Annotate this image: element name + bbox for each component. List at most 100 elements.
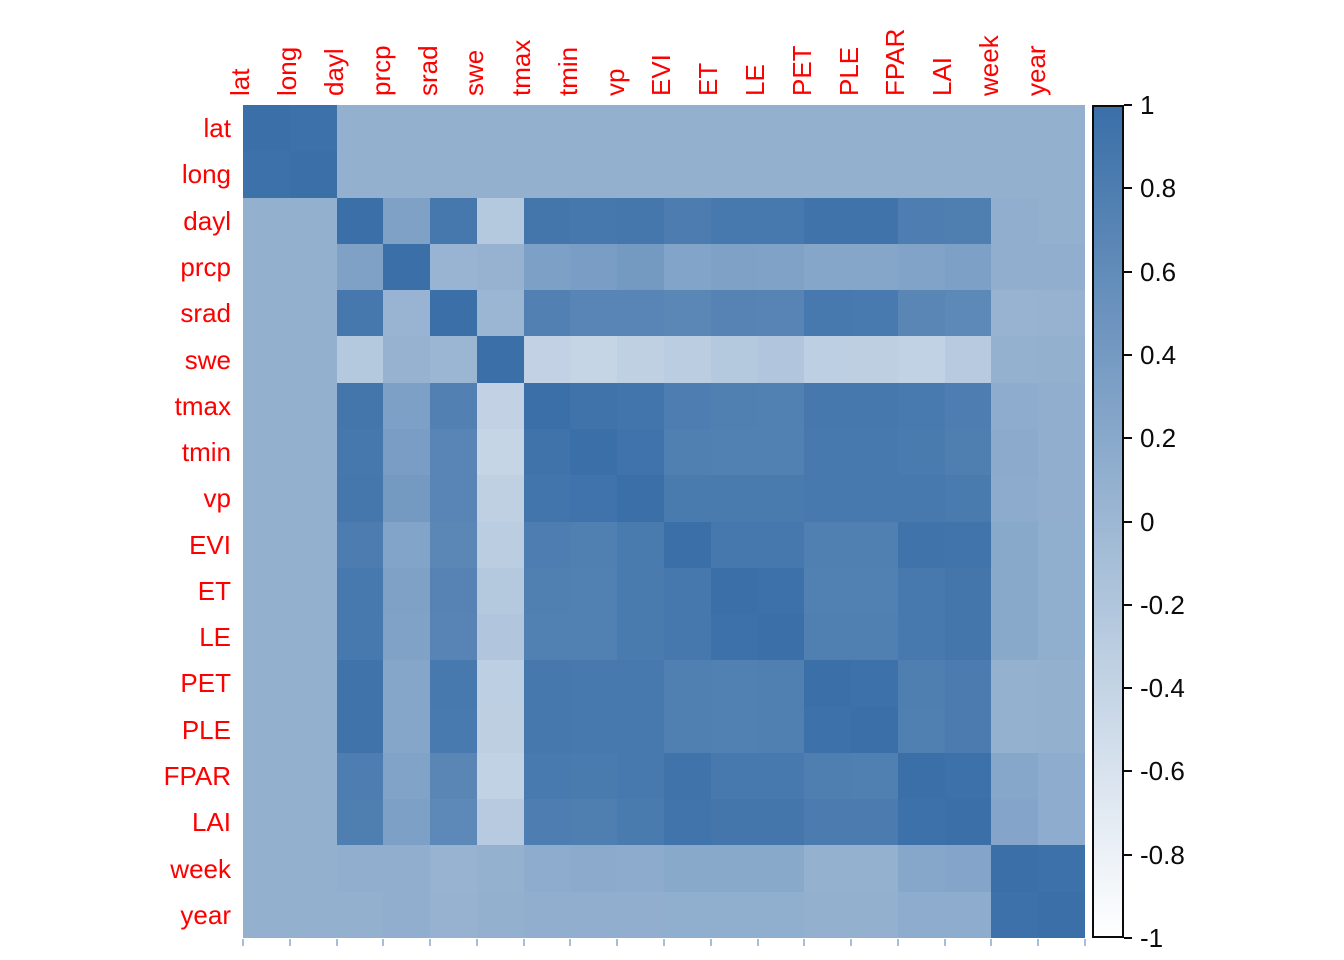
row-label-vp: vp bbox=[203, 483, 231, 514]
heatmap-cell-week-dayl bbox=[336, 845, 384, 892]
heatmap-cell-vp-dayl bbox=[336, 475, 384, 522]
heatmap-cell-LAI-tmin bbox=[570, 799, 618, 846]
heatmap-cell-LE-prcp bbox=[383, 614, 431, 661]
heatmap-cell-srad-FPAR bbox=[897, 290, 945, 337]
heatmap-cell-vp-tmax bbox=[523, 475, 571, 522]
heatmap-cell-prcp-LAI bbox=[944, 243, 992, 291]
heatmap-cell-year-FPAR bbox=[897, 891, 945, 938]
heatmap-cell-lat-PET bbox=[804, 105, 852, 152]
heatmap-cell-swe-LE bbox=[757, 336, 805, 383]
column-label-EVI: EVI bbox=[646, 54, 677, 96]
x-axis-tick bbox=[663, 939, 665, 946]
column-label-lat: lat bbox=[225, 68, 256, 96]
heatmap-cell-swe-long bbox=[289, 336, 337, 383]
heatmap-cell-lat-tmax bbox=[523, 105, 571, 152]
heatmap-cell-PLE-LAI bbox=[944, 706, 992, 753]
x-axis-tick bbox=[943, 939, 946, 946]
column-label-PLE: PLE bbox=[833, 46, 864, 96]
heatmap-cell-vp-ET bbox=[710, 475, 758, 522]
heatmap-cell-tmin-week bbox=[991, 428, 1039, 476]
heatmap-cell-week-LAI bbox=[944, 845, 992, 892]
column-label-ET: ET bbox=[693, 62, 724, 96]
colorbar-tick bbox=[1124, 353, 1132, 356]
column-label-long: long bbox=[272, 46, 303, 96]
heatmap-cell-swe-EVI bbox=[664, 336, 711, 383]
heatmap-cell-dayl-LAI bbox=[944, 197, 992, 244]
heatmap-cell-tmin-FPAR bbox=[897, 428, 945, 476]
heatmap-cell-FPAR-tmax bbox=[523, 752, 571, 800]
heatmap-cell-ET-FPAR bbox=[897, 567, 945, 615]
heatmap-cell-prcp-PET bbox=[804, 243, 852, 291]
x-axis-tick bbox=[896, 939, 899, 946]
colorbar-tick-label-1: 1 bbox=[1140, 90, 1155, 120]
heatmap-cell-FPAR-year bbox=[1038, 752, 1085, 800]
heatmap-cell-PLE-long bbox=[289, 706, 337, 753]
heatmap-cell-dayl-year bbox=[1038, 197, 1085, 244]
heatmap-cell-year-PLE bbox=[851, 891, 898, 938]
heatmap-cell-week-ET bbox=[710, 845, 758, 892]
heatmap-cell-prcp-long bbox=[289, 243, 337, 291]
heatmap-cell-year-lat bbox=[243, 891, 290, 938]
colorbar bbox=[1092, 105, 1124, 938]
heatmap-cell-PET-prcp bbox=[383, 660, 431, 707]
heatmap-cell-long-PLE bbox=[851, 151, 898, 198]
heatmap-cell-week-week bbox=[991, 845, 1039, 892]
heatmap-cell-FPAR-LE bbox=[757, 752, 805, 800]
heatmap-cell-PLE-swe bbox=[476, 706, 524, 753]
heatmap-cell-srad-long bbox=[289, 290, 337, 337]
heatmap-cell-vp-FPAR bbox=[897, 475, 945, 522]
heatmap-cell-ET-dayl bbox=[336, 567, 384, 615]
heatmap-cell-prcp-swe bbox=[476, 243, 524, 291]
heatmap-cell-tmax-long bbox=[289, 382, 337, 429]
heatmap-cell-PET-vp bbox=[617, 660, 664, 707]
heatmap-grid bbox=[243, 105, 1085, 938]
heatmap-cell-year-year bbox=[1038, 891, 1085, 938]
heatmap-cell-prcp-srad bbox=[430, 243, 477, 291]
heatmap-cell-ET-PLE bbox=[851, 567, 898, 615]
heatmap-cell-EVI-long bbox=[289, 521, 337, 568]
heatmap-cell-EVI-prcp bbox=[383, 521, 431, 568]
colorbar-tick bbox=[1124, 520, 1132, 523]
colorbar-tick-label-0.2: 0.2 bbox=[1140, 423, 1177, 454]
heatmap-cell-LAI-srad bbox=[430, 799, 477, 846]
row-label-year: year bbox=[180, 899, 231, 930]
heatmap-cell-FPAR-lat bbox=[243, 752, 290, 800]
row-label-lat: lat bbox=[203, 113, 231, 144]
colorbar-tick-label--0.4: -0.4 bbox=[1140, 673, 1185, 704]
heatmap-cell-LE-FPAR bbox=[897, 614, 945, 661]
heatmap-cell-srad-tmax bbox=[523, 290, 571, 337]
heatmap-cell-EVI-ET bbox=[710, 521, 758, 568]
heatmap-cell-week-tmax bbox=[523, 845, 571, 892]
heatmap-cell-swe-swe bbox=[476, 336, 524, 383]
heatmap-cell-swe-tmax bbox=[523, 336, 571, 383]
heatmap-cell-tmin-vp bbox=[617, 428, 664, 476]
heatmap-cell-lat-long bbox=[289, 105, 337, 152]
x-axis-tick bbox=[335, 939, 338, 946]
heatmap-cell-year-tmax bbox=[523, 891, 571, 938]
heatmap-cell-prcp-year bbox=[1038, 243, 1085, 291]
column-label-week: week bbox=[973, 35, 1004, 96]
heatmap-cell-prcp-LE bbox=[757, 243, 805, 291]
column-label-LE: LE bbox=[739, 64, 770, 96]
heatmap-cell-dayl-prcp bbox=[383, 197, 431, 244]
heatmap-cell-ET-week bbox=[991, 567, 1039, 615]
heatmap-cell-ET-LAI bbox=[944, 567, 992, 615]
heatmap-cell-lat-EVI bbox=[664, 105, 711, 152]
heatmap-cell-year-LAI bbox=[944, 891, 992, 938]
heatmap-cell-lat-FPAR bbox=[897, 105, 945, 152]
heatmap-cell-srad-lat bbox=[243, 290, 290, 337]
heatmap-cell-vp-swe bbox=[476, 475, 524, 522]
heatmap-cell-vp-LE bbox=[757, 475, 805, 522]
heatmap-cell-LAI-long bbox=[289, 799, 337, 846]
x-axis-tick bbox=[1037, 939, 1040, 946]
heatmap-cell-srad-LAI bbox=[944, 290, 992, 337]
row-label-LE: LE bbox=[199, 622, 231, 653]
heatmap-cell-ET-LE bbox=[757, 567, 805, 615]
heatmap-cell-FPAR-tmin bbox=[570, 752, 618, 800]
heatmap-cell-LAI-LAI bbox=[944, 799, 992, 846]
heatmap-cell-tmin-year bbox=[1038, 428, 1085, 476]
heatmap-cell-dayl-dayl bbox=[336, 197, 384, 244]
heatmap-cell-LAI-PET bbox=[804, 799, 852, 846]
column-label-year: year bbox=[1020, 45, 1051, 96]
